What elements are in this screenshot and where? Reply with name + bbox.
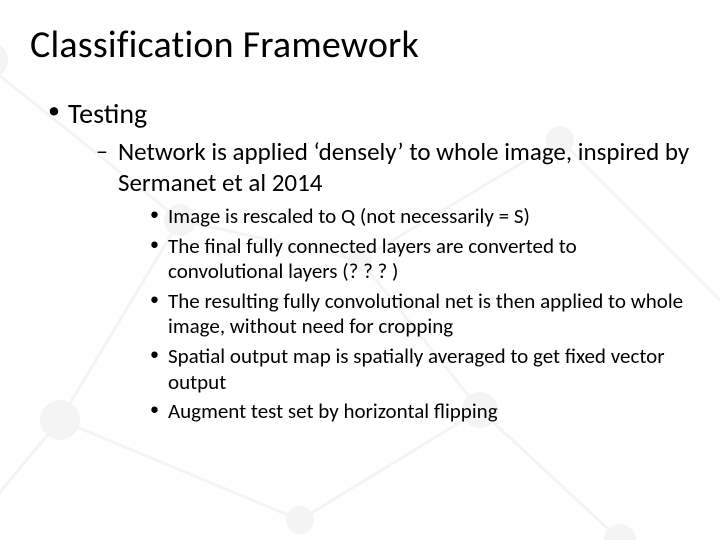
list-item: The final fully connected layers are con… [150,234,690,285]
slide: Classification Framework Testing Network… [0,0,720,540]
list-item: Spatial output map is spatially averaged… [150,344,690,395]
list-item: Testing Network is applied ‘densely’ to … [48,96,690,425]
bullet-text: Spatial output map is spatially averaged… [168,343,665,395]
list-item: Augment test set by horizontal flipping [150,399,690,425]
bullet-text: The resulting fully convolutional net is… [168,288,683,340]
list-item: Network is applied ‘densely’ to whole im… [96,137,690,425]
bullet-text: Image is rescaled to Q (not necessarily … [168,203,530,229]
slide-title: Classification Framework [30,22,690,68]
bullet-text: Augment test set by horizontal flipping [168,398,498,424]
bullet-list-lvl2: Network is applied ‘densely’ to whole im… [68,137,690,425]
list-item: The resulting fully convolutional net is… [150,289,690,340]
bullet-text: Network is applied ‘densely’ to whole im… [118,136,689,198]
list-item: Image is rescaled to Q (not necessarily … [150,204,690,230]
bullet-list-lvl1: Testing Network is applied ‘densely’ to … [30,96,690,425]
bullet-text: Testing [68,96,147,131]
bullet-text: The final fully connected layers are con… [168,233,577,285]
bullet-list-lvl3: Image is rescaled to Q (not necessarily … [118,204,690,425]
